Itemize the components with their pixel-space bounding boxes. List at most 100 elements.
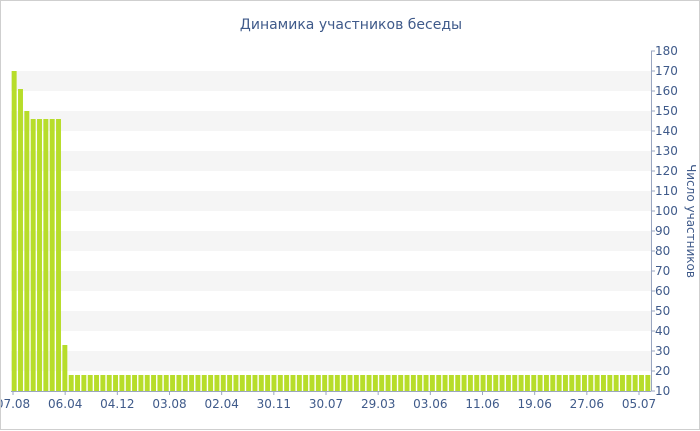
bars <box>11 71 651 391</box>
y-axis-label: Число участников <box>684 164 698 278</box>
bar <box>398 375 404 391</box>
y-tick-label: 130 <box>655 144 678 158</box>
x-tick-label: 30.07 <box>309 397 343 411</box>
bar <box>360 375 366 391</box>
chart-title: Динамика участников беседы <box>240 17 462 33</box>
bar <box>353 375 359 391</box>
bar <box>227 375 233 391</box>
bar <box>233 375 239 391</box>
bar <box>455 375 461 391</box>
bar <box>607 375 613 391</box>
bar <box>81 375 87 391</box>
bar <box>505 375 511 391</box>
bar <box>37 119 42 391</box>
bar <box>645 375 651 391</box>
bar <box>258 375 264 391</box>
x-tick-label: 29.03 <box>361 397 395 411</box>
bar <box>277 375 283 391</box>
bar <box>182 375 188 391</box>
bar <box>366 375 372 391</box>
x-tick-label: 07.08 <box>1 397 30 411</box>
bar <box>620 375 625 391</box>
x-tick-label: 19.06 <box>517 397 551 411</box>
bar <box>315 375 321 391</box>
y-tick-label: 140 <box>655 124 678 138</box>
bar <box>486 375 492 391</box>
bar <box>322 375 328 391</box>
bar <box>49 119 55 391</box>
bar <box>404 375 410 391</box>
x-tick-label: 11.06 <box>465 397 499 411</box>
x-tick-label: 03.08 <box>152 397 186 411</box>
bar <box>290 375 296 391</box>
bar <box>11 71 17 391</box>
x-tick-label: 05.07 <box>622 397 656 411</box>
bar <box>512 375 518 391</box>
y-tick-label: 50 <box>655 304 670 318</box>
bar <box>499 375 505 391</box>
bar <box>24 111 30 391</box>
bar <box>391 375 397 391</box>
bar <box>94 375 100 391</box>
grid-bands <box>11 71 651 371</box>
bar <box>62 345 68 391</box>
bar <box>220 375 226 391</box>
bar <box>271 375 277 391</box>
bar <box>87 375 93 391</box>
bar <box>429 375 435 391</box>
y-tick-label: 10 <box>655 384 670 398</box>
y-tick-label: 110 <box>655 184 678 198</box>
y-tick-label: 170 <box>655 64 678 78</box>
x-tick-label: 27.06 <box>570 397 604 411</box>
bar <box>239 375 245 391</box>
bar <box>524 375 530 391</box>
bar <box>626 375 632 391</box>
x-tick-label: 02.04 <box>204 397 238 411</box>
y-tick-label: 150 <box>655 104 678 118</box>
bar <box>639 375 644 391</box>
bar <box>461 375 467 391</box>
bar <box>379 375 385 391</box>
bar <box>347 375 353 391</box>
bar <box>252 375 258 391</box>
bar <box>30 119 36 391</box>
grid-band <box>11 71 651 91</box>
bar <box>56 119 61 391</box>
bar <box>195 375 201 391</box>
bar <box>556 375 562 391</box>
y-tick-label: 20 <box>655 364 670 378</box>
bar <box>372 375 378 391</box>
y-tick-label: 160 <box>655 84 678 98</box>
bar <box>328 375 334 391</box>
bar <box>113 375 119 391</box>
bar <box>309 375 315 391</box>
y-tick-labels: 10 20 30 40 50 60 70 80 90 100 110 120 130 140 150 160 1… <box>655 44 678 398</box>
bar <box>537 375 543 391</box>
bar <box>296 375 302 391</box>
bar <box>132 375 138 391</box>
y-tick-label: 60 <box>655 284 670 298</box>
y-tick-label: 100 <box>655 204 678 218</box>
bar <box>106 375 112 391</box>
bar <box>613 375 619 391</box>
x-tick-labels: 07.08 06.04 04.12 03.08 02.04 30.11 30.07 29.03… <box>1 397 656 411</box>
bar <box>151 375 157 391</box>
bar <box>144 375 150 391</box>
bar <box>100 375 106 391</box>
bar <box>18 89 23 391</box>
y-tick-label: 80 <box>655 244 670 258</box>
bar <box>594 375 600 391</box>
bar <box>588 375 594 391</box>
bar <box>562 375 568 391</box>
bar <box>569 375 575 391</box>
bar <box>43 119 49 391</box>
bar <box>163 375 169 391</box>
x-tick-label: 04.12 <box>100 397 134 411</box>
bar <box>157 375 163 391</box>
bar <box>531 375 537 391</box>
bar <box>423 375 429 391</box>
bar <box>601 375 606 391</box>
bar <box>125 375 131 391</box>
